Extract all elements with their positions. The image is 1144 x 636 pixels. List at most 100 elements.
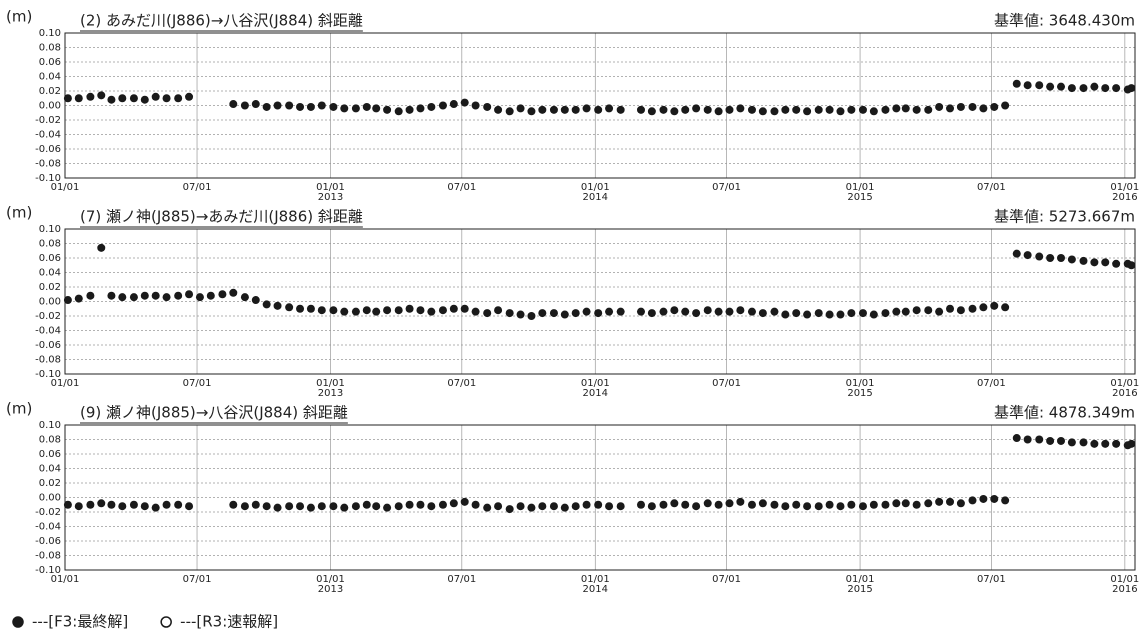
x-tick-label: 07/01 [183, 574, 212, 585]
data-point [1101, 84, 1110, 93]
x-tick-label: 01/01 [51, 182, 80, 193]
data-point [538, 309, 547, 318]
data-point [605, 502, 614, 511]
data-point [351, 307, 360, 316]
data-point [1101, 258, 1110, 267]
data-point [1057, 254, 1066, 262]
data-point [296, 502, 305, 511]
data-point [505, 505, 514, 514]
y-tick-label: -0.08 [35, 355, 61, 366]
data-point [681, 105, 690, 114]
data-point [747, 500, 756, 509]
data-point [251, 500, 260, 509]
data-point [1012, 434, 1021, 443]
data-point [372, 502, 381, 511]
data-point [858, 309, 867, 318]
data-point [97, 243, 106, 252]
data-point [605, 307, 614, 316]
x-tick-label: 07/01 [712, 378, 741, 389]
data-point [427, 502, 436, 511]
data-point [262, 300, 271, 309]
data-point [1112, 259, 1121, 268]
data-point [1023, 251, 1032, 260]
x-tick-label: 07/01 [712, 182, 741, 193]
x-tick-label: 01/01 [846, 182, 875, 193]
data-point [636, 105, 645, 114]
data-point [218, 290, 227, 299]
data-point [956, 102, 965, 111]
data-point [1090, 439, 1099, 448]
data-point [582, 104, 591, 113]
y-tick-label: -0.02 [35, 507, 61, 518]
data-point [582, 500, 591, 509]
data-point [74, 294, 83, 303]
data-point [825, 500, 834, 509]
data-point [692, 309, 701, 318]
data-point [449, 304, 458, 313]
data-point [605, 104, 614, 113]
data-point [372, 104, 381, 113]
data-point [594, 309, 603, 318]
data-point [174, 94, 183, 103]
data-point [736, 104, 745, 113]
data-point [460, 98, 469, 107]
data-point [1079, 256, 1088, 265]
data-point [736, 306, 745, 315]
x-tick-year: 2015 [847, 584, 872, 595]
data-point [494, 306, 503, 315]
data-point [129, 500, 138, 509]
data-point [990, 494, 999, 503]
data-point [836, 310, 845, 319]
y-tick-label: -0.10 [35, 173, 61, 184]
data-point [427, 102, 436, 111]
data-point [912, 306, 921, 315]
data-point [935, 307, 944, 316]
data-point [538, 502, 547, 511]
data-point [383, 503, 392, 512]
data-point [118, 94, 127, 103]
data-point [1079, 84, 1088, 93]
x-tick-label: 01/01 [1110, 182, 1139, 193]
y-tick-label: -0.06 [35, 144, 61, 155]
data-point [1001, 101, 1010, 110]
data-point [1023, 81, 1032, 90]
data-point [86, 92, 95, 101]
x-tick-year: 2013 [318, 192, 343, 203]
data-point [383, 306, 392, 315]
data-point [251, 296, 260, 305]
y-axis-label: (m) [6, 8, 32, 26]
data-point [306, 304, 315, 313]
data-point [647, 309, 656, 318]
data-point [1046, 82, 1055, 91]
plot-frame [64, 424, 1136, 571]
data-point [494, 105, 503, 114]
data-point [483, 309, 492, 318]
data-point [460, 497, 469, 506]
data-point [273, 101, 282, 110]
data-point [438, 306, 447, 315]
data-point [340, 104, 349, 113]
data-point [151, 92, 160, 101]
data-point [483, 102, 492, 111]
data-point [329, 502, 338, 511]
data-point [1001, 496, 1010, 505]
panel-title: (7) 瀬ノ神(J885)→あみだ川(J886) 斜距離 [80, 208, 363, 226]
y-tick-label: -0.02 [35, 311, 61, 322]
y-tick-label: 0.10 [39, 420, 61, 431]
data-point [63, 296, 72, 305]
data-point [901, 307, 910, 316]
x-tick-label: 07/01 [447, 182, 476, 193]
data-point [869, 500, 878, 509]
x-tick-year: 2016 [1112, 192, 1137, 203]
panel-title: (2) あみだ川(J886)→八谷沢(J884) 斜距離 [80, 12, 363, 30]
data-point [594, 500, 603, 509]
data-point [86, 291, 95, 300]
data-point [107, 291, 116, 300]
data-point [240, 502, 249, 511]
data-point [990, 301, 999, 310]
y-axis-label: (m) [6, 204, 32, 222]
x-tick-label: 07/01 [183, 378, 212, 389]
data-point [924, 499, 933, 508]
data-point [372, 307, 381, 316]
data-point [956, 306, 965, 315]
